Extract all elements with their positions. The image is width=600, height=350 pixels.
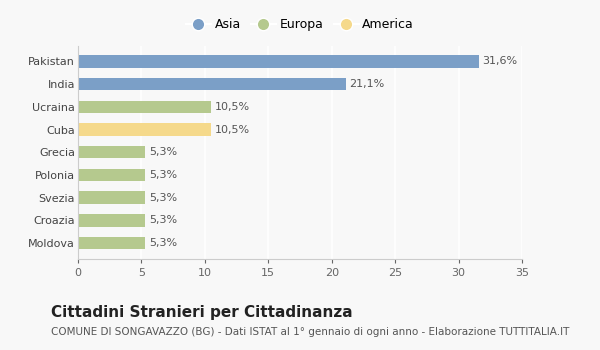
Text: Cittadini Stranieri per Cittadinanza: Cittadini Stranieri per Cittadinanza — [51, 304, 353, 320]
Bar — [78, 55, 479, 68]
Text: 21,1%: 21,1% — [349, 79, 385, 89]
Text: 5,3%: 5,3% — [149, 170, 177, 180]
Text: 5,3%: 5,3% — [149, 215, 177, 225]
Text: COMUNE DI SONGAVAZZO (BG) - Dati ISTAT al 1° gennaio di ogni anno - Elaborazione: COMUNE DI SONGAVAZZO (BG) - Dati ISTAT a… — [51, 327, 569, 337]
Text: 31,6%: 31,6% — [482, 56, 518, 66]
Text: 5,3%: 5,3% — [149, 238, 177, 248]
Bar — [78, 214, 145, 226]
Bar — [78, 169, 145, 181]
Bar — [78, 78, 346, 90]
Bar — [78, 191, 145, 204]
Legend: Asia, Europa, America: Asia, Europa, America — [181, 13, 419, 36]
Text: 5,3%: 5,3% — [149, 193, 177, 203]
Text: 10,5%: 10,5% — [215, 102, 250, 112]
Bar — [78, 100, 211, 113]
Bar — [78, 146, 145, 159]
Text: 5,3%: 5,3% — [149, 147, 177, 157]
Text: 10,5%: 10,5% — [215, 125, 250, 134]
Bar — [78, 123, 211, 136]
Bar — [78, 237, 145, 249]
